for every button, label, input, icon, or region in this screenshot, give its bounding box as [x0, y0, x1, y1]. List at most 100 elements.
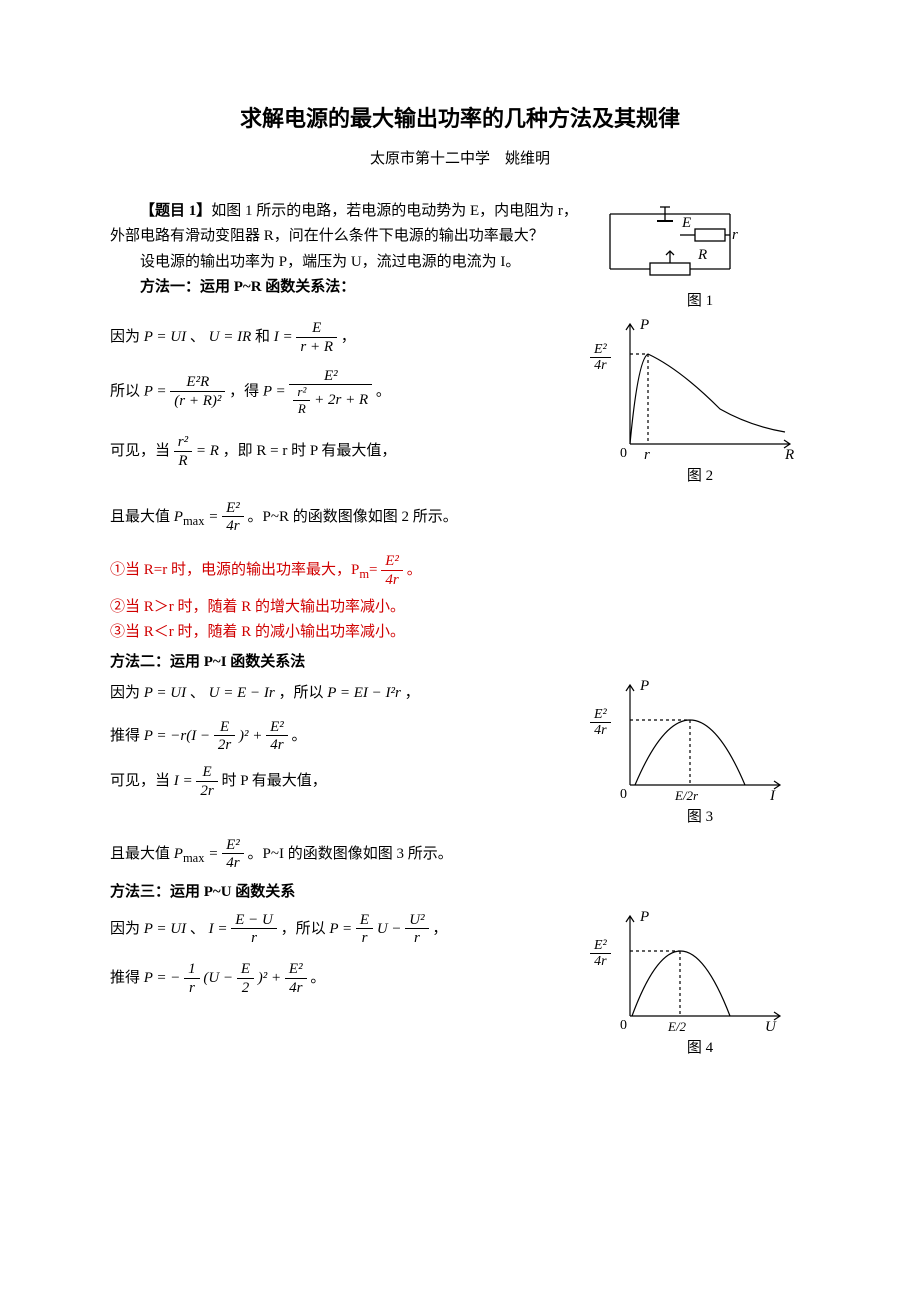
origin: 0 [620, 787, 627, 802]
sub: max [183, 851, 205, 865]
x-tick: E/2r [674, 788, 699, 803]
fig1-E: E [681, 215, 691, 231]
eq: U − [377, 921, 402, 937]
P: P [174, 509, 183, 525]
eq: = [369, 563, 377, 579]
eq: P = EI − I²r [327, 685, 401, 701]
m3-eq1: 因为 P = UI 、 I = E − Ur ，所以 P = Er U − U²… [110, 912, 580, 948]
t: 可见，当 [110, 774, 170, 790]
t: 时 P 有最大值， [221, 774, 326, 790]
page-title: 求解电源的最大输出功率的几种方法及其规律 [110, 100, 810, 137]
m1-eq2: 所以 P = E²R(r + R)² ，得 P = E² r²R + 2r + … [110, 368, 580, 416]
n: E [196, 764, 217, 782]
n: E [237, 961, 254, 979]
fig1-caption: 图 1 [590, 289, 810, 315]
eq: I = [274, 330, 293, 346]
eq: P = −r(I − [144, 728, 210, 744]
n: E² [222, 837, 244, 855]
method3-title: 方法三：运用 P~U 函数关系 [110, 880, 810, 906]
problem-label: 【题目 1】 [140, 203, 211, 219]
t: ， [432, 921, 447, 937]
origin: 0 [620, 446, 627, 461]
t: 可见，当 [110, 443, 170, 459]
m3-derive: 推得 P = − 1r (U − E2 )² + E²4r 。 [110, 961, 580, 997]
t: 。 [407, 563, 422, 579]
circuit-icon: E r R [590, 199, 750, 289]
d: r [184, 979, 200, 997]
author-name: 姚维明 [505, 151, 550, 167]
sub: m [359, 568, 369, 582]
eq: P = [144, 384, 167, 400]
t: 、 [190, 921, 205, 937]
n: U² [405, 912, 428, 930]
t: ， [341, 330, 356, 346]
t: 。 [310, 971, 325, 987]
eq: = [208, 509, 218, 525]
n: E² [590, 342, 611, 358]
m1-cond: 可见，当 r²R = R ，即 R = r 时 P 有最大值， [110, 434, 580, 470]
eq: = [208, 846, 218, 862]
d: r [356, 929, 373, 947]
t: ，得 [229, 384, 259, 400]
x-label: U [765, 1019, 777, 1035]
t: 。 [292, 728, 307, 744]
t: 因为 [110, 921, 140, 937]
d: 4r [222, 517, 244, 535]
d: 4r [285, 979, 307, 997]
t: 。 [376, 384, 391, 400]
t: ， [405, 685, 420, 701]
rule2: ②当 R＞r 时，随着 R 的增大输出功率减小。 [110, 595, 810, 621]
t: ，所以 [278, 685, 323, 701]
y-label: P [639, 317, 649, 333]
den: R [174, 452, 192, 470]
den: r²R + 2r + R [289, 385, 372, 416]
eq: )² + [258, 971, 281, 987]
n: r² [293, 385, 310, 400]
t: 、 [190, 685, 205, 701]
n: E [214, 719, 235, 737]
eq: P = UI [144, 685, 186, 701]
setup-para: 设电源的输出功率为 P，端压为 U，流过电源的电流为 I。 [110, 250, 580, 276]
fig3: P I E/2r 0 E²4r 图 3 [590, 675, 810, 831]
eq: )² + [239, 728, 262, 744]
d: 4r [590, 359, 611, 376]
den: r + R [296, 338, 337, 356]
t: 和 [255, 330, 270, 346]
author-line: 太原市第十二中学 姚维明 [110, 147, 810, 173]
t: 因为 [110, 330, 140, 346]
d: 2 [237, 979, 254, 997]
d: 4r [222, 854, 244, 872]
num: r² [174, 434, 192, 452]
method1-title: 方法一：运用 P~R 函数关系法： [110, 275, 580, 301]
t: 因为 [110, 685, 140, 701]
m2-pmax: 且最大值 Pmax = E²4r 。P~I 的函数图像如图 3 所示。 [110, 837, 810, 873]
t: 且最大值 [110, 846, 170, 862]
rule3: ③当 R＜r 时，随着 R 的减小输出功率减小。 [110, 620, 810, 646]
eq: I = [209, 921, 228, 937]
fig4: P U E/2 0 E²4r 图 4 [590, 906, 810, 1062]
x-label: I [769, 788, 776, 804]
eq: U = E − Ir [209, 685, 275, 701]
eq: U = IR [209, 330, 252, 346]
d: r [231, 929, 277, 947]
d: 4r [590, 954, 611, 971]
den: (r + R)² [170, 392, 225, 410]
t: ，即 R = r 时 P 有最大值， [223, 443, 397, 459]
x-tick: r [644, 447, 650, 463]
n: E² [285, 961, 307, 979]
eq: I = [174, 774, 193, 790]
fig1-R: R [697, 247, 707, 263]
num: E [296, 320, 337, 338]
eq: P = − [144, 971, 181, 987]
eq: P = [263, 384, 286, 400]
n: E² [590, 707, 611, 723]
author-affil: 太原市第十二中学 [370, 151, 490, 167]
chart-pr-icon: P R r 0 E²4r [590, 314, 800, 464]
sub: max [183, 514, 205, 528]
fig2-caption: 图 2 [590, 464, 810, 490]
num: E² [289, 368, 372, 386]
m1-eq1: 因为 P = UI 、 U = IR 和 I = Er + R ， [110, 320, 580, 356]
t: 、 [190, 330, 205, 346]
eq: = R [196, 443, 219, 459]
t: 推得 [110, 971, 140, 987]
